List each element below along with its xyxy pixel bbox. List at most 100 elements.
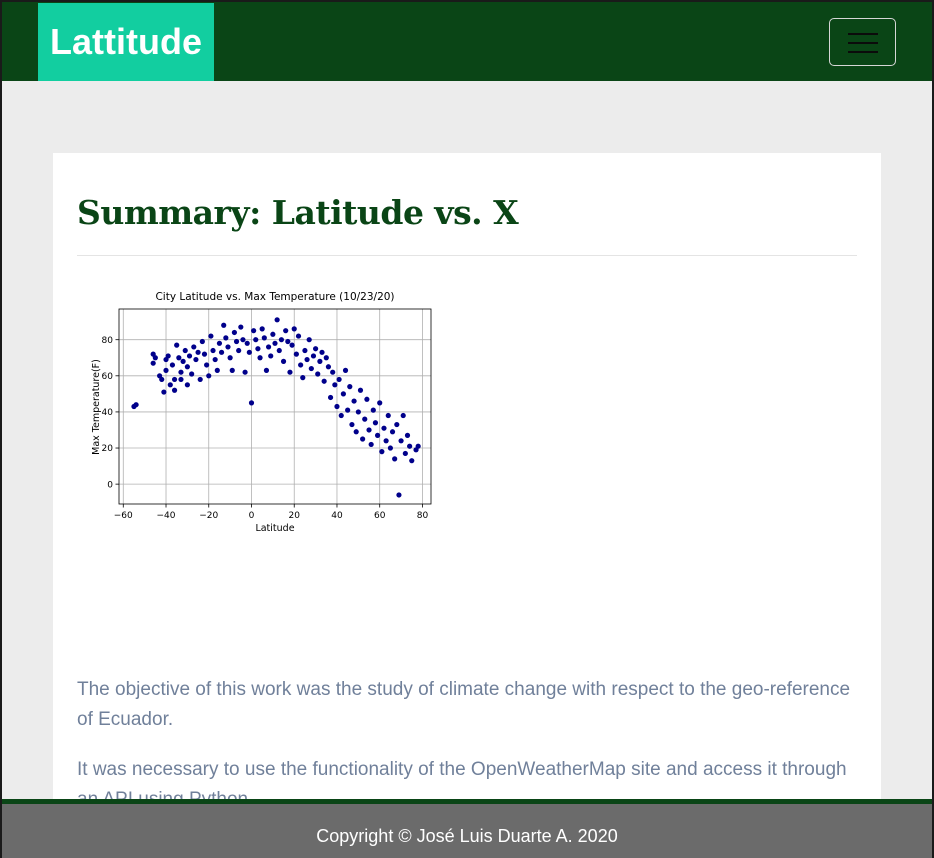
data-point	[186, 353, 193, 359]
data-point	[171, 387, 178, 393]
data-point	[394, 421, 400, 428]
data-point	[263, 367, 270, 373]
page-footer: Copyright © José Luis Duarte A. 2020	[2, 799, 932, 858]
data-point	[180, 358, 186, 364]
data-point	[197, 376, 203, 383]
data-point	[212, 356, 218, 363]
data-point	[374, 432, 381, 438]
data-point	[201, 351, 208, 357]
data-point	[362, 416, 368, 422]
y-tick-label: 60	[102, 372, 114, 382]
data-point	[161, 389, 167, 395]
data-point	[387, 445, 393, 451]
data-point	[229, 367, 235, 373]
data-point	[293, 351, 299, 357]
data-point	[360, 436, 366, 442]
data-point	[407, 443, 413, 449]
data-point	[265, 344, 272, 350]
data-point	[334, 403, 340, 410]
data-point	[342, 367, 349, 373]
y-tick-label: 40	[102, 408, 114, 418]
data-point	[415, 443, 421, 449]
data-point	[257, 355, 263, 361]
content-card: Summary: Latitude vs. X City Latitude vs…	[53, 153, 881, 813]
data-point	[214, 367, 220, 373]
data-point	[259, 326, 265, 332]
chart-grid	[119, 309, 431, 504]
data-point	[370, 407, 376, 413]
data-point	[302, 347, 308, 354]
data-point	[291, 326, 297, 332]
data-point	[364, 396, 370, 402]
data-point	[315, 371, 321, 377]
data-point	[402, 450, 408, 457]
data-point	[323, 355, 329, 361]
latitude-temperature-chart: City Latitude vs. Max Temperature (10/23…	[91, 291, 432, 534]
brand-logo-link[interactable]: Lattitude	[38, 3, 214, 81]
data-point	[340, 391, 346, 397]
data-point	[163, 367, 169, 373]
data-point	[283, 328, 289, 334]
data-point	[338, 412, 344, 419]
y-tick-label: 0	[107, 480, 113, 490]
data-point	[377, 400, 383, 406]
data-point	[355, 409, 361, 415]
data-point	[295, 333, 302, 339]
data-point	[285, 338, 291, 345]
data-point	[159, 376, 165, 383]
data-point	[268, 353, 274, 359]
data-point	[195, 349, 201, 355]
data-point	[231, 329, 237, 336]
x-tick-label: −60	[114, 511, 133, 521]
data-point	[169, 362, 176, 368]
data-point	[319, 349, 325, 355]
data-point	[389, 429, 396, 435]
data-point	[253, 337, 259, 343]
data-point	[278, 337, 285, 343]
data-point	[383, 438, 389, 444]
y-tick-label: 80	[102, 336, 114, 346]
data-point	[165, 353, 171, 359]
data-point	[306, 337, 312, 343]
data-point	[325, 364, 332, 370]
data-point	[208, 333, 214, 339]
data-point	[178, 369, 184, 375]
data-point	[191, 344, 197, 350]
data-point	[321, 378, 327, 384]
data-point	[381, 425, 387, 431]
data-point	[398, 438, 404, 444]
data-point	[178, 376, 184, 383]
data-point	[238, 324, 244, 330]
data-point	[276, 347, 282, 354]
data-point	[404, 432, 411, 438]
data-point	[246, 349, 252, 355]
intro-paragraph: The objective of this work was the study…	[77, 679, 851, 730]
data-point	[182, 347, 188, 354]
divider	[77, 255, 857, 256]
data-point	[304, 356, 310, 363]
data-point	[357, 387, 364, 393]
data-point	[409, 458, 415, 464]
data-point	[330, 369, 336, 375]
data-point	[368, 441, 374, 448]
data-point	[327, 394, 334, 401]
chart-title: City Latitude vs. Max Temperature (10/23…	[155, 291, 394, 303]
data-point	[171, 376, 178, 383]
data-point	[351, 398, 357, 404]
x-tick-label: −20	[199, 511, 218, 521]
page-title: Summary: Latitude vs. X	[77, 193, 519, 232]
data-point	[227, 355, 233, 361]
data-point	[287, 369, 293, 375]
copyright-text: Copyright © José Luis Duarte A. 2020	[316, 826, 618, 846]
navbar-toggle-button[interactable]	[829, 18, 896, 66]
data-point	[396, 492, 402, 498]
data-point	[204, 362, 210, 368]
data-point	[244, 340, 250, 346]
data-point	[216, 340, 223, 346]
x-tick-label: 80	[417, 511, 429, 521]
data-point	[400, 412, 406, 419]
x-tick-label: 60	[374, 511, 386, 521]
data-point	[223, 335, 229, 341]
data-point	[349, 421, 355, 428]
data-point	[221, 322, 227, 328]
